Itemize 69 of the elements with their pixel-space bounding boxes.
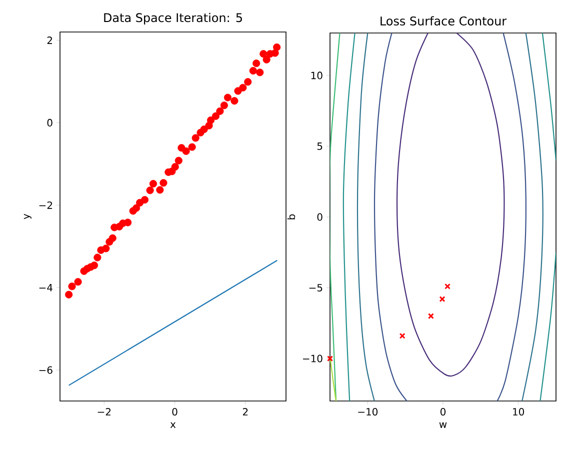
line-series — [330, 32, 340, 401]
point — [239, 84, 247, 92]
point — [182, 147, 190, 155]
point — [444, 283, 451, 290]
point — [428, 313, 434, 320]
x-tick-label: 2 — [242, 408, 248, 416]
y-axis-title: b — [287, 214, 296, 220]
x-axis-title: w — [439, 422, 447, 428]
point — [68, 282, 76, 290]
point — [74, 278, 82, 286]
y-tick-label: 5 — [317, 142, 322, 150]
point — [439, 296, 446, 302]
y-axis-title: y — [24, 214, 32, 220]
x-tick-label: −10 — [358, 408, 378, 416]
point — [256, 68, 264, 76]
point — [230, 97, 238, 105]
point — [249, 66, 257, 75]
point — [171, 163, 179, 171]
line-series — [396, 32, 505, 377]
point — [200, 126, 208, 134]
point — [252, 60, 260, 68]
point — [273, 43, 281, 52]
y-tick-label: 0 — [317, 213, 322, 221]
x-tick-label: 0 — [172, 408, 178, 416]
chart-title: Loss Surface Contour — [380, 16, 507, 26]
x-tick-label: 10 — [513, 408, 524, 416]
point — [188, 143, 196, 151]
point — [140, 196, 149, 204]
point — [174, 156, 182, 164]
y-tick-label: 0 — [47, 118, 52, 126]
point — [108, 234, 116, 242]
point — [244, 78, 252, 86]
point — [262, 56, 270, 64]
y-tick-label: −6 — [39, 366, 52, 374]
line-series — [522, 32, 544, 401]
point — [149, 180, 158, 188]
chart-title: Data Space Iteration: 5 — [104, 12, 242, 24]
y-tick-label: −2 — [39, 201, 52, 209]
line-series — [342, 32, 356, 401]
y-tick-label: −10 — [303, 354, 322, 362]
point — [102, 244, 110, 252]
point — [124, 218, 132, 226]
y-tick-label: −4 — [39, 284, 52, 292]
point — [271, 49, 279, 57]
point — [160, 179, 168, 187]
point — [65, 290, 73, 298]
point — [132, 204, 140, 212]
y-tick-label: −5 — [309, 284, 322, 292]
point — [90, 262, 98, 270]
point — [146, 186, 154, 194]
point — [224, 94, 232, 102]
point — [260, 50, 268, 58]
point — [212, 112, 220, 120]
x-axis-title: x — [170, 422, 176, 428]
point — [94, 254, 102, 262]
point — [399, 332, 406, 339]
line-series — [356, 32, 375, 401]
line-series — [374, 32, 408, 401]
x-tick-label: 0 — [440, 408, 446, 416]
point — [216, 107, 224, 115]
y-tick-label: 2 — [47, 36, 52, 44]
point — [192, 134, 200, 142]
point — [156, 186, 164, 194]
line-series — [496, 32, 526, 401]
y-tick-label: 10 — [311, 72, 322, 80]
point — [207, 116, 215, 124]
x-tick-label: −2 — [98, 408, 110, 416]
point — [220, 102, 228, 110]
point — [327, 356, 334, 362]
